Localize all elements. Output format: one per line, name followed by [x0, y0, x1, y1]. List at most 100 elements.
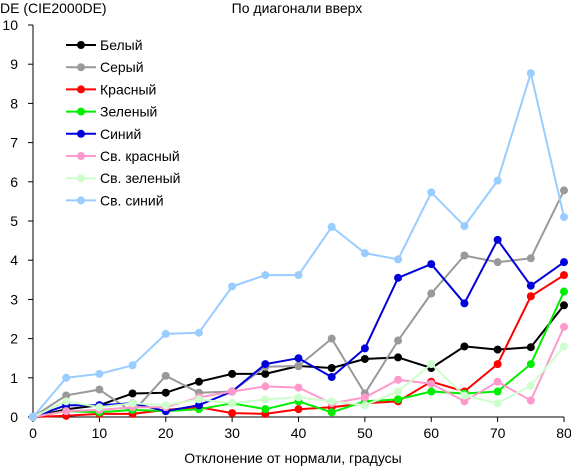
- data-point: [95, 403, 104, 412]
- series-group: [29, 69, 568, 421]
- data-point: [360, 401, 369, 410]
- series-group: [29, 342, 568, 421]
- plot-area: [29, 69, 568, 421]
- y-tick-label: 6: [10, 174, 18, 190]
- data-point: [261, 395, 270, 404]
- data-point: [560, 322, 568, 331]
- data-point: [294, 271, 303, 280]
- data-point: [427, 379, 436, 388]
- data-point: [228, 282, 237, 291]
- y-tick-label: 3: [10, 291, 18, 307]
- legend-swatch-marker: [77, 196, 85, 205]
- data-point: [161, 329, 170, 338]
- legend-swatch-marker: [77, 63, 85, 72]
- legend-item: Серый: [66, 59, 144, 75]
- data-point: [526, 292, 535, 301]
- legend-item: Красный: [66, 81, 156, 97]
- data-point: [228, 399, 237, 408]
- legend-item: Белый: [66, 37, 143, 53]
- data-point: [394, 353, 403, 362]
- data-point: [394, 255, 403, 264]
- data-point: [128, 389, 137, 398]
- x-axis-ticks: 0 10 20 30 40 50 60 70 80: [29, 417, 571, 441]
- y-tick-label: 9: [10, 56, 18, 72]
- chart-title: По диагонали вверх: [232, 0, 363, 16]
- x-axis-title: Отклонение от нормали, градусы: [184, 450, 401, 466]
- legend-label: Св. зеленый: [100, 170, 180, 186]
- legend-label: Белый: [100, 37, 143, 53]
- x-tick-label: 40: [291, 425, 307, 441]
- data-point: [526, 343, 535, 352]
- data-point: [62, 407, 71, 416]
- y-axis-ticks: 0 1 2 3 4 5 6 7 8 9 10: [2, 17, 33, 425]
- data-point: [95, 385, 104, 394]
- data-point: [95, 369, 104, 378]
- data-point: [493, 345, 502, 354]
- data-point: [294, 393, 303, 402]
- data-point: [62, 391, 71, 400]
- data-point: [261, 405, 270, 414]
- data-point: [493, 176, 502, 185]
- data-point: [394, 387, 403, 396]
- data-point: [427, 289, 436, 298]
- legend-label: Серый: [100, 59, 144, 75]
- data-point: [427, 387, 436, 396]
- data-point: [128, 361, 137, 370]
- data-point: [62, 397, 71, 406]
- data-point: [161, 388, 170, 397]
- data-point: [261, 369, 270, 378]
- legend-label: Красный: [100, 81, 156, 97]
- data-point: [427, 260, 436, 269]
- data-point: [261, 382, 270, 391]
- legend-label: Синий: [100, 126, 141, 142]
- data-point: [294, 405, 303, 414]
- data-point: [228, 369, 237, 378]
- data-point: [194, 401, 203, 410]
- data-point: [560, 301, 568, 310]
- x-tick-label: 10: [92, 425, 108, 441]
- data-point: [62, 373, 71, 382]
- legend-label: Св. синий: [100, 192, 164, 208]
- data-point: [294, 362, 303, 371]
- legend-item: Св. зеленый: [66, 170, 180, 186]
- data-point: [460, 342, 469, 351]
- data-point: [360, 393, 369, 402]
- y-axis-title: DE (CIE2000DE): [0, 0, 107, 16]
- data-point: [294, 354, 303, 363]
- data-point: [228, 387, 237, 396]
- data-point: [493, 258, 502, 267]
- data-point: [560, 271, 568, 280]
- y-tick-label: 2: [10, 331, 18, 347]
- data-point: [29, 413, 37, 421]
- legend-item: Синий: [66, 126, 141, 142]
- data-point: [493, 377, 502, 386]
- data-point: [394, 273, 403, 282]
- legend: Белый Серый Красный Зеленый Синий Св. красный…: [66, 37, 180, 208]
- legend-swatch-marker: [77, 85, 85, 94]
- legend-item: Св. синий: [66, 192, 164, 208]
- data-point: [427, 188, 436, 197]
- data-point: [394, 395, 403, 404]
- data-point: [161, 401, 170, 410]
- y-tick-label: 0: [10, 409, 18, 425]
- x-tick-label: 70: [490, 425, 506, 441]
- data-point: [194, 395, 203, 404]
- data-point: [560, 186, 568, 195]
- legend-item: Св. красный: [66, 148, 180, 164]
- data-point: [128, 399, 137, 408]
- data-point: [460, 397, 469, 406]
- x-tick-label: 50: [357, 425, 373, 441]
- data-point: [394, 336, 403, 345]
- legend-swatch-marker: [77, 174, 85, 183]
- data-point: [493, 387, 502, 396]
- y-tick-label: 5: [10, 213, 18, 229]
- data-point: [493, 360, 502, 369]
- data-point: [560, 342, 568, 351]
- data-point: [327, 334, 336, 343]
- data-point: [526, 396, 535, 405]
- x-tick-label: 20: [158, 425, 174, 441]
- data-point: [360, 344, 369, 353]
- data-point: [327, 408, 336, 417]
- legend-swatch-marker: [77, 107, 85, 116]
